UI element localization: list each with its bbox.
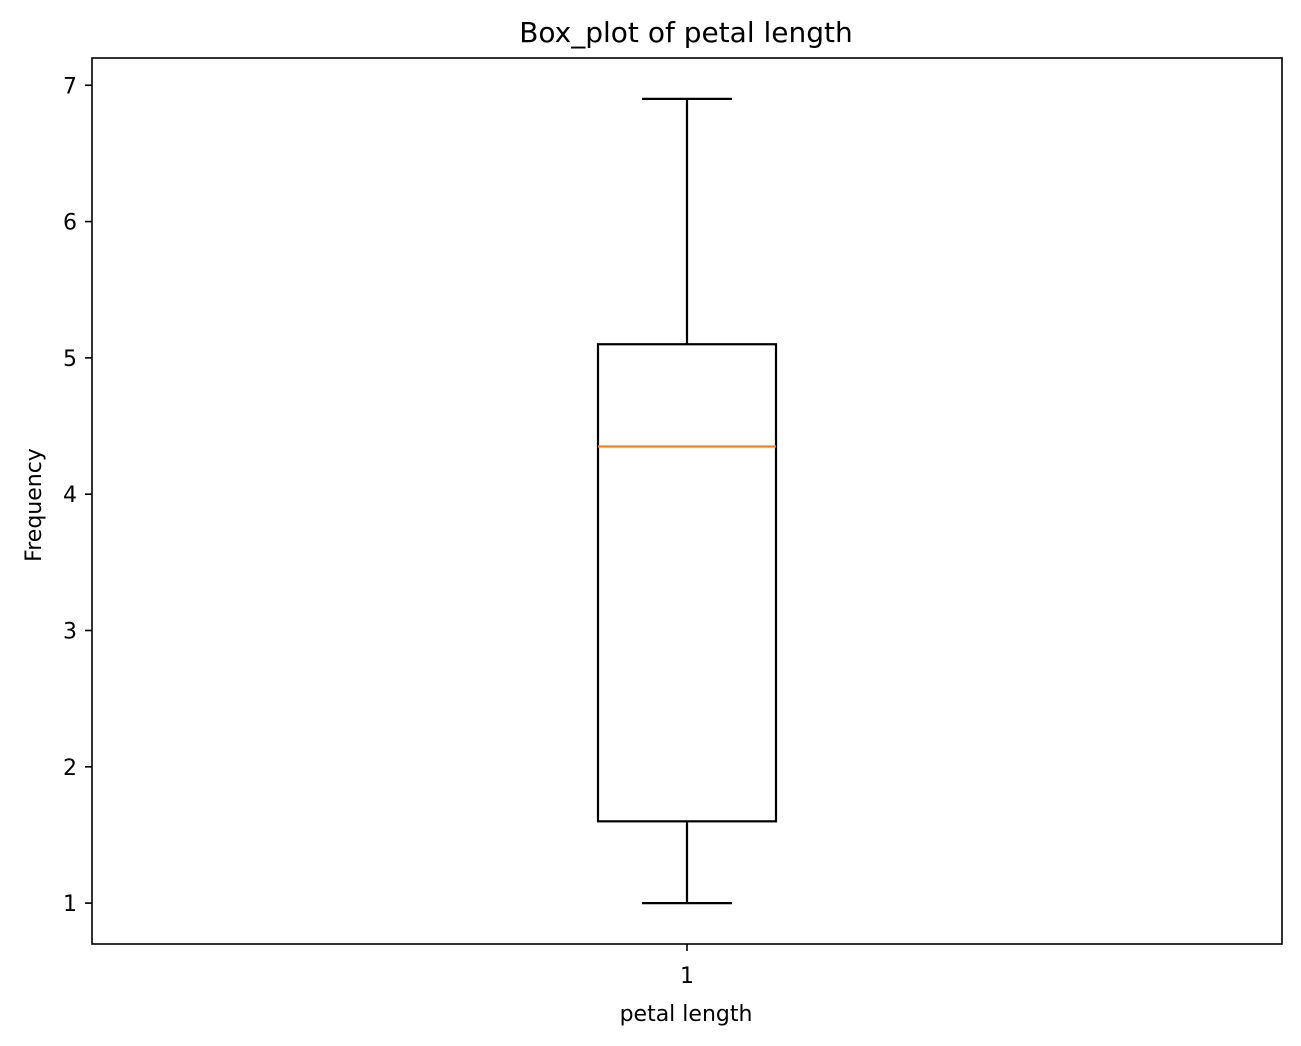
y-tick-label: 4: [63, 483, 77, 508]
x-tick-label: 1: [680, 964, 694, 989]
x-axis-label: petal length: [620, 1002, 753, 1027]
box-iqr: [596, 343, 778, 823]
y-axis-ticks: 1 2 3 4 5 6 7: [63, 74, 92, 917]
y-tick-label: 5: [63, 347, 77, 372]
x-axis-ticks: 1: [680, 944, 694, 989]
y-tick-label: 6: [63, 211, 77, 236]
y-tick-label: 1: [63, 892, 77, 917]
y-tick-label: 7: [63, 74, 77, 99]
y-tick-label: 2: [63, 756, 77, 781]
box-item: [596, 97, 778, 905]
chart-title: Box_plot of petal length: [519, 16, 853, 49]
y-tick-label: 3: [63, 619, 77, 644]
y-axis-label: Frequency: [22, 448, 47, 562]
box-series: [596, 97, 778, 905]
